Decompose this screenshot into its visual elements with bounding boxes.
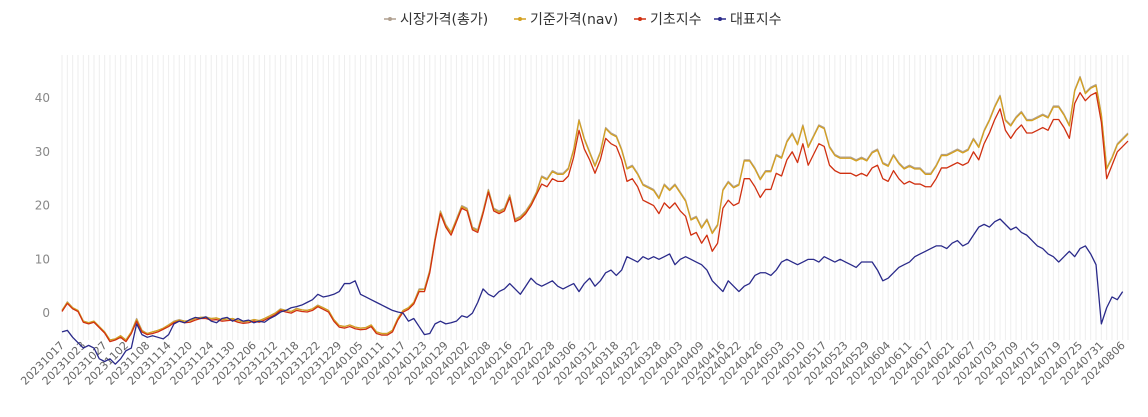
y-axis-ticks: 0 10 20 30 40: [35, 91, 50, 320]
legend-marker: [388, 17, 392, 21]
legend-label: 대표지수: [730, 12, 782, 28]
y-tick-label: 0: [42, 306, 50, 320]
y-tick-label: 20: [35, 199, 50, 213]
legend-item[interactable]: 기초지수: [634, 12, 702, 28]
y-tick-label: 30: [35, 145, 50, 159]
y-tick-label: 10: [35, 252, 50, 266]
y-tick-label: 40: [35, 91, 50, 105]
legend-item[interactable]: 대표지수: [714, 12, 782, 28]
series-line-3: [61, 218, 1124, 365]
series-line-2: [61, 91, 1129, 343]
legend-label: 기초지수: [650, 12, 702, 28]
x-axis-ticks: 2023101720231023202310272023110220231108…: [18, 339, 1127, 388]
legend-marker: [718, 17, 722, 21]
series-line-1: [61, 76, 1129, 341]
legend-item[interactable]: 기준가격(nav): [514, 12, 618, 28]
legend[interactable]: 시장가격(총가) 기준가격(nav) 기초지수 대표지수: [384, 12, 782, 28]
legend-marker: [638, 17, 642, 21]
legend-item[interactable]: 시장가격(총가): [384, 12, 488, 28]
grid: [61, 55, 1129, 340]
legend-label: 시장가격(총가): [400, 12, 488, 28]
series-lines: [61, 75, 1129, 365]
legend-label: 기준가격(nav): [530, 12, 618, 28]
legend-marker: [518, 17, 522, 21]
